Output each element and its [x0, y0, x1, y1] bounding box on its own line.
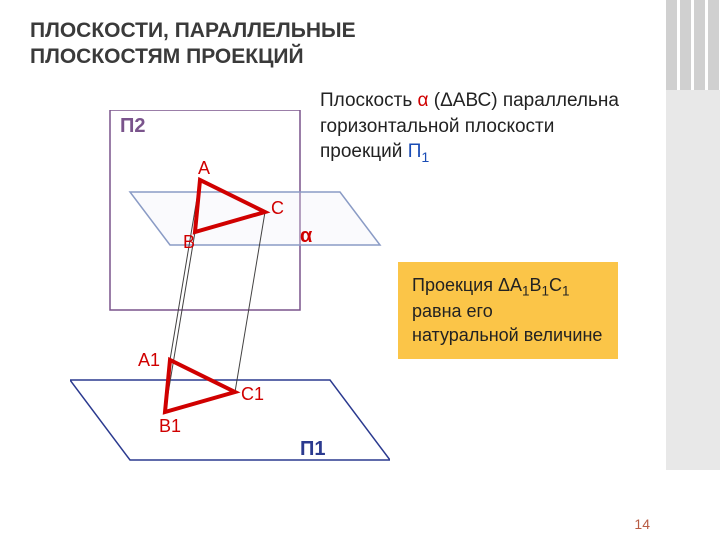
- desc-pi: П1: [408, 141, 430, 162]
- side-pattern-top: [666, 0, 720, 90]
- title-line2: ПЛОСКОСТЯМ ПРОЕКЦИЙ: [30, 45, 304, 68]
- desc-pi-label: П: [408, 141, 422, 162]
- desc-before: Плоскость: [320, 90, 418, 111]
- desc-alpha: α: [418, 90, 429, 111]
- svg-text:П2: П2: [120, 115, 146, 137]
- callout-sub2: 1: [542, 284, 550, 299]
- callout-sub1: 1: [522, 284, 530, 299]
- svg-text:П1: П1: [300, 438, 326, 460]
- projection-diagram: П2 П1 α А В С А1 В1 С1: [70, 110, 390, 470]
- side-decoration: [660, 0, 720, 540]
- svg-text:В: В: [183, 232, 195, 252]
- desc-pi-sub: 1: [421, 150, 429, 166]
- title-line1: ПЛОСКОСТИ, ПАРАЛЛЕЛЬНЫЕ: [30, 19, 356, 42]
- svg-text:α: α: [300, 225, 313, 247]
- svg-text:С1: С1: [241, 384, 264, 404]
- side-gray-panel: [666, 90, 720, 470]
- svg-text:С: С: [271, 198, 284, 218]
- callout-sub3: 1: [562, 284, 570, 299]
- callout-l1-before: Проекция ΔА: [412, 275, 522, 295]
- page-number: 14: [634, 516, 650, 532]
- page-title: ПЛОСКОСТИ, ПАРАЛЛЕЛЬНЫЕ ПЛОСКОСТЯМ ПРОЕК…: [30, 18, 356, 71]
- callout-box: Проекция ΔА1В1С1 равна его натуральной в…: [398, 262, 618, 359]
- svg-text:В1: В1: [159, 416, 181, 436]
- svg-text:А: А: [198, 158, 210, 178]
- callout-line2: равна его натуральной величине: [412, 301, 602, 344]
- callout-l1-mid2: С: [549, 275, 562, 295]
- callout-l1-mid1: В: [530, 275, 542, 295]
- svg-text:А1: А1: [138, 350, 160, 370]
